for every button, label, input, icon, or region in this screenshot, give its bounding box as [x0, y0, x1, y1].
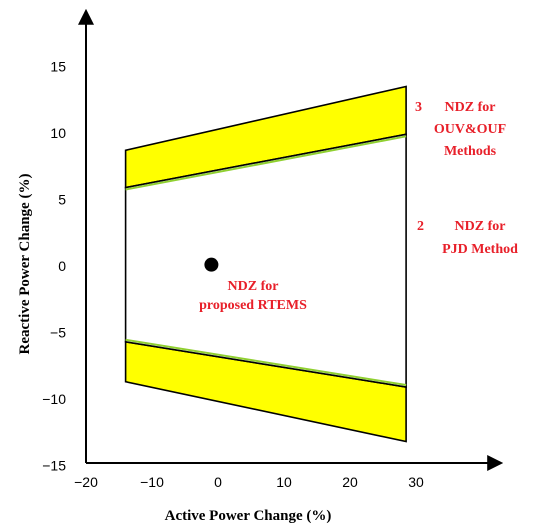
annotation-number-3: 3: [415, 100, 422, 115]
x-axis-title: Active Power Change (%): [165, 508, 332, 524]
annotation-ndz-ouv-ouf: 3 NDZ for OUV&OUF Methods: [415, 100, 506, 159]
annotation-number-2: 2: [417, 219, 424, 234]
annotation-line: Methods: [444, 144, 497, 159]
band-edge-line: [125, 338, 407, 387]
y-tick-label: 0: [58, 258, 66, 274]
annotation-line: OUV&OUF: [434, 122, 506, 137]
annotation-line: PJD Method: [442, 242, 518, 257]
y-tick-labels: 15 10 5 0 −5 −10 −15: [42, 59, 66, 474]
x-tick-label: 10: [276, 474, 292, 490]
region-inner-region: [124, 133, 407, 388]
operating-point-marker: [204, 257, 219, 272]
annotation-line: NDZ for: [228, 279, 279, 294]
y-tick-label: −15: [42, 458, 66, 474]
x-tick-label: −20: [74, 474, 98, 490]
x-tick-labels: −20 −10 0 10 20 30: [74, 474, 424, 490]
x-tick-label: 0: [214, 474, 222, 490]
x-tick-label: 30: [408, 474, 424, 490]
y-tick-label: 10: [50, 125, 66, 141]
annotation-ndz-pjd: 2 NDZ for PJD Method: [417, 219, 518, 257]
annotation-line: proposed RTEMS: [199, 298, 307, 313]
y-axis-title: Reactive Power Change (%): [17, 174, 33, 355]
annotation-line: NDZ for: [455, 219, 506, 234]
annotation-background: [186, 272, 320, 316]
band-edge-line: [125, 135, 407, 191]
y-tick-label: 15: [50, 59, 66, 75]
annotation-line: NDZ for: [445, 100, 496, 115]
y-tick-label: −5: [50, 325, 66, 341]
y-tick-label: 5: [58, 192, 66, 208]
y-tick-label: −10: [42, 391, 66, 407]
annotation-ndz-rtems: NDZ for proposed RTEMS: [186, 272, 320, 316]
ndz-regions: [124, 85, 407, 443]
x-tick-label: 20: [342, 474, 358, 490]
x-tick-label: −10: [140, 474, 164, 490]
